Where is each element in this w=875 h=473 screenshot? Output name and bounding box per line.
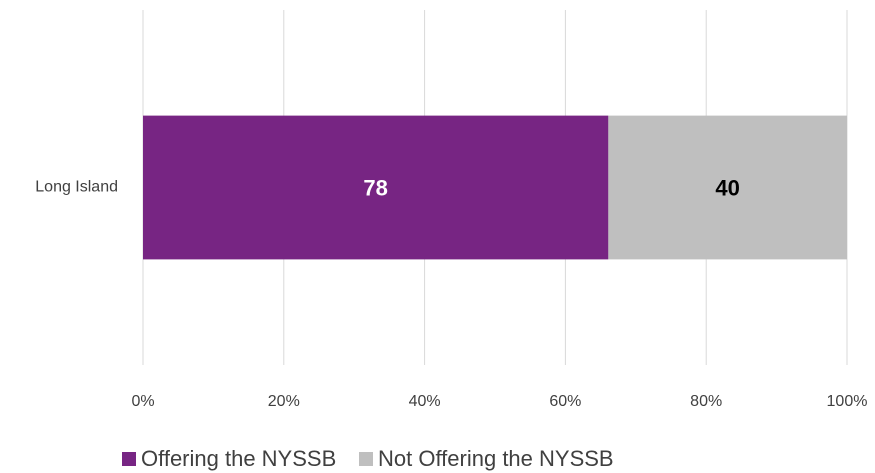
x-tick-label: 60% bbox=[549, 393, 581, 410]
x-tick-label: 80% bbox=[690, 393, 722, 410]
x-tick-label: 0% bbox=[131, 393, 154, 410]
data-label: 78 bbox=[363, 175, 387, 200]
data-label: 40 bbox=[715, 175, 739, 200]
bar-segment bbox=[608, 115, 847, 260]
x-tick-label: 100% bbox=[827, 393, 868, 410]
legend-swatch bbox=[359, 452, 373, 466]
legend-label: Not Offering the NYSSB bbox=[378, 446, 614, 471]
y-tick-label: Long Island bbox=[35, 179, 118, 196]
legend-swatch bbox=[122, 452, 136, 466]
x-tick-label: 20% bbox=[268, 393, 300, 410]
bar-segment bbox=[143, 115, 609, 260]
legend-label: Offering the NYSSB bbox=[141, 446, 336, 471]
x-tick-label: 40% bbox=[409, 393, 441, 410]
